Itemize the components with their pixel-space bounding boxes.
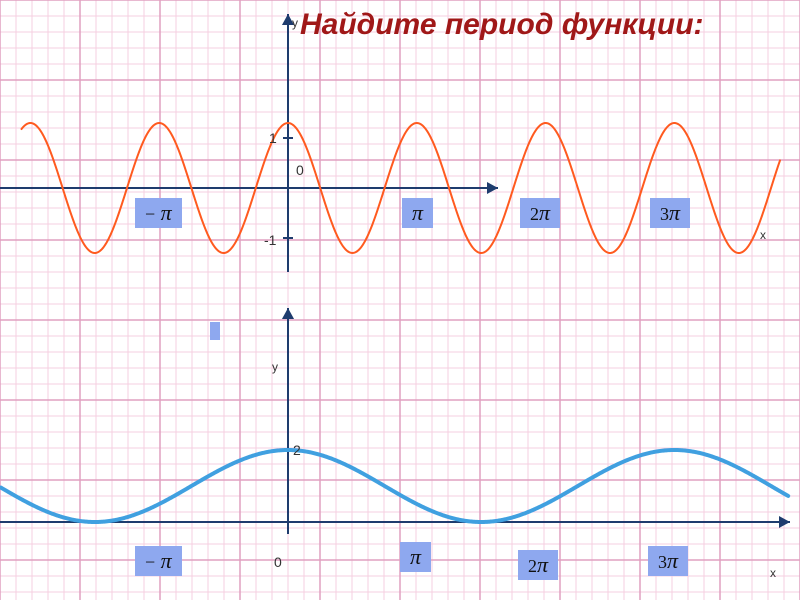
- origin-label-top: 0: [296, 162, 304, 178]
- origin-label-bottom: 0: [274, 554, 282, 570]
- pi-label-top: 2π: [520, 198, 560, 228]
- pi-label-top: − π: [135, 198, 182, 228]
- chart-canvas: [0, 0, 800, 600]
- pi-label-bottom: 2π: [518, 550, 558, 580]
- page-title: Найдите период функции:: [300, 8, 704, 43]
- x-axis-label-top: x: [760, 228, 766, 242]
- y-axis-label-top: y: [292, 16, 298, 30]
- pi-label-bottom: 3π: [648, 546, 688, 576]
- x-axis-label-bottom: x: [770, 566, 776, 580]
- y-axis-label-bottom: y: [272, 360, 278, 374]
- pi-label-bottom: π: [400, 542, 431, 572]
- y-tick-label: -1: [264, 232, 276, 248]
- pi-label-top: 3π: [650, 198, 690, 228]
- pi-label-bottom: − π: [135, 546, 182, 576]
- y-tick-label: 2: [293, 442, 301, 458]
- pi-label-top: π: [402, 198, 433, 228]
- decorative-box: [210, 322, 220, 340]
- y-tick-label: 1: [269, 130, 277, 146]
